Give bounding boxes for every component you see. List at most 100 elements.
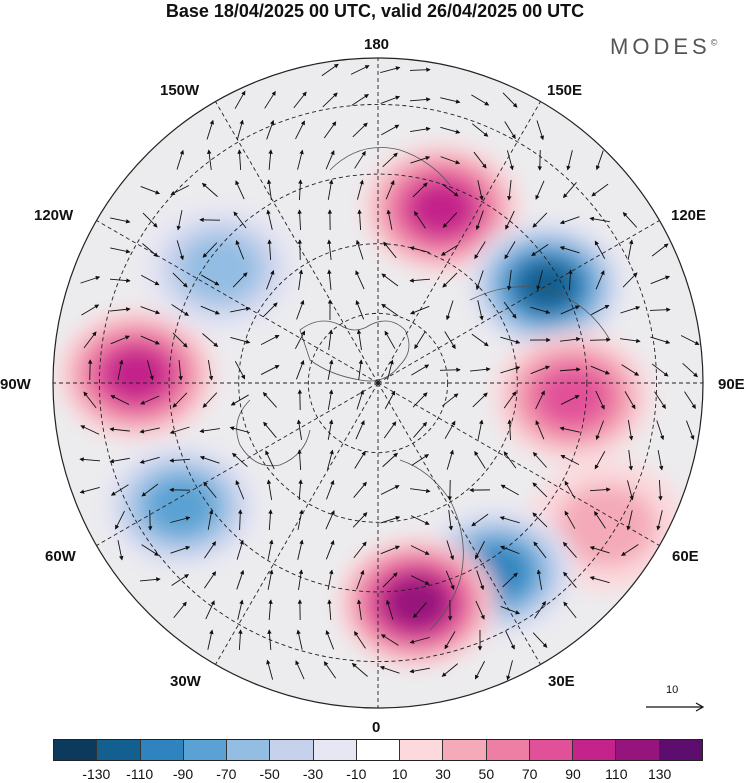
anomaly-blob	[146, 477, 217, 535]
wind-arrow	[505, 630, 515, 650]
wind-arrow	[382, 152, 398, 168]
wind-arrow	[176, 240, 184, 261]
wind-arrow	[439, 367, 461, 373]
wind-arrow	[499, 516, 520, 524]
wind-arrow	[651, 243, 669, 257]
wind-arrow	[471, 123, 489, 137]
wind-arrow	[297, 509, 304, 530]
wind-arrow	[650, 336, 671, 345]
wind-arrow	[409, 67, 431, 73]
wind-arrow	[325, 539, 335, 560]
wind-arrow	[686, 420, 695, 441]
anomaly-blob	[104, 348, 169, 401]
wind-arrow	[626, 510, 633, 531]
wind-arrow	[380, 634, 399, 646]
lon-label-30w: 30W	[170, 673, 201, 690]
colorbar-tick-label: -30	[302, 766, 324, 782]
wind-arrow	[172, 272, 188, 288]
wind-arrow	[595, 420, 604, 441]
wind-arrow	[380, 545, 400, 555]
colorbar-segment	[486, 740, 530, 760]
wind-arrow	[199, 428, 220, 434]
wind-arrow	[536, 569, 543, 590]
wind-arrow	[354, 631, 366, 649]
wind-arrow	[325, 510, 335, 530]
wind-arrow	[109, 278, 131, 283]
wind-arrow	[475, 540, 485, 560]
wind-arrow	[595, 150, 604, 171]
wind-arrow	[475, 210, 484, 231]
wind-arrow	[202, 392, 218, 408]
wind-arrow	[627, 480, 634, 501]
wind-arrow	[173, 601, 187, 619]
wind-arrow	[328, 329, 334, 350]
wind-arrow	[503, 301, 517, 319]
wind-arrow	[504, 121, 516, 140]
wind-arrow	[444, 420, 456, 439]
wind-arrow	[504, 241, 516, 260]
wind-arrow	[650, 275, 671, 285]
wind-arrow	[81, 304, 100, 316]
wind-arrow	[559, 426, 580, 433]
wind-arrow	[200, 305, 220, 315]
wind-arrow	[236, 569, 245, 590]
colorbar-segment	[97, 740, 141, 760]
wind-arrow	[169, 458, 191, 463]
colorbar-tick-label: -130	[82, 766, 111, 782]
wind-arrow	[537, 149, 543, 171]
wind-arrow	[503, 391, 517, 409]
wind-arrow	[560, 305, 580, 315]
wind-arrow	[80, 425, 100, 435]
wind-arrow	[530, 365, 551, 375]
wind-arrow	[532, 451, 547, 468]
lon-label-60e: 60E	[672, 548, 699, 565]
meridian-line	[377, 382, 541, 665]
meridian-line	[215, 382, 379, 665]
wind-arrow	[380, 485, 400, 495]
wind-arrow	[327, 449, 334, 470]
wind-arrow	[321, 63, 339, 77]
wind-arrow	[563, 601, 577, 619]
wind-arrow	[536, 270, 543, 291]
wind-arrow	[530, 306, 551, 314]
wind-arrow	[354, 450, 366, 469]
wind-arrow	[202, 242, 218, 258]
wind-arrow	[446, 540, 455, 561]
wind-arrow	[532, 212, 548, 228]
wind-arrow	[356, 569, 365, 590]
wind-arrow	[235, 239, 245, 260]
wind-arrow	[356, 599, 362, 620]
wind-arrow	[229, 426, 250, 433]
lon-label-60w: 60W	[45, 548, 76, 565]
wind-arrow	[502, 92, 518, 108]
wind-arrow	[627, 420, 634, 441]
wind-arrow	[499, 545, 520, 555]
meridian-line	[377, 220, 660, 384]
wind-arrow	[298, 479, 303, 501]
wind-arrow	[172, 332, 188, 348]
wind-arrow	[296, 419, 302, 440]
wind-arrow	[323, 121, 337, 139]
wind-arrow	[357, 209, 362, 231]
wind-arrow	[266, 179, 272, 200]
wind-arrow	[142, 212, 158, 228]
colorbar-tick-label: -50	[259, 766, 280, 782]
wind-arrow	[297, 209, 302, 231]
wind-arrow	[385, 180, 395, 200]
wind-arrow	[265, 450, 275, 470]
wind-arrow	[262, 302, 278, 318]
wind-arrow	[293, 91, 307, 109]
wind-arrow	[535, 420, 545, 440]
wind-arrow	[440, 156, 461, 165]
wind-arrow	[560, 455, 580, 465]
wind-arrow	[500, 606, 521, 615]
wind-arrow	[381, 273, 399, 287]
wind-arrow	[296, 299, 305, 320]
wind-arrow	[176, 149, 185, 170]
wind-arrow	[110, 484, 129, 496]
wind-arrow	[141, 544, 160, 556]
wind-arrow	[380, 95, 401, 104]
wind-arrow	[267, 569, 274, 590]
colorbar-segment	[313, 740, 357, 760]
wind-arrow	[117, 540, 124, 561]
